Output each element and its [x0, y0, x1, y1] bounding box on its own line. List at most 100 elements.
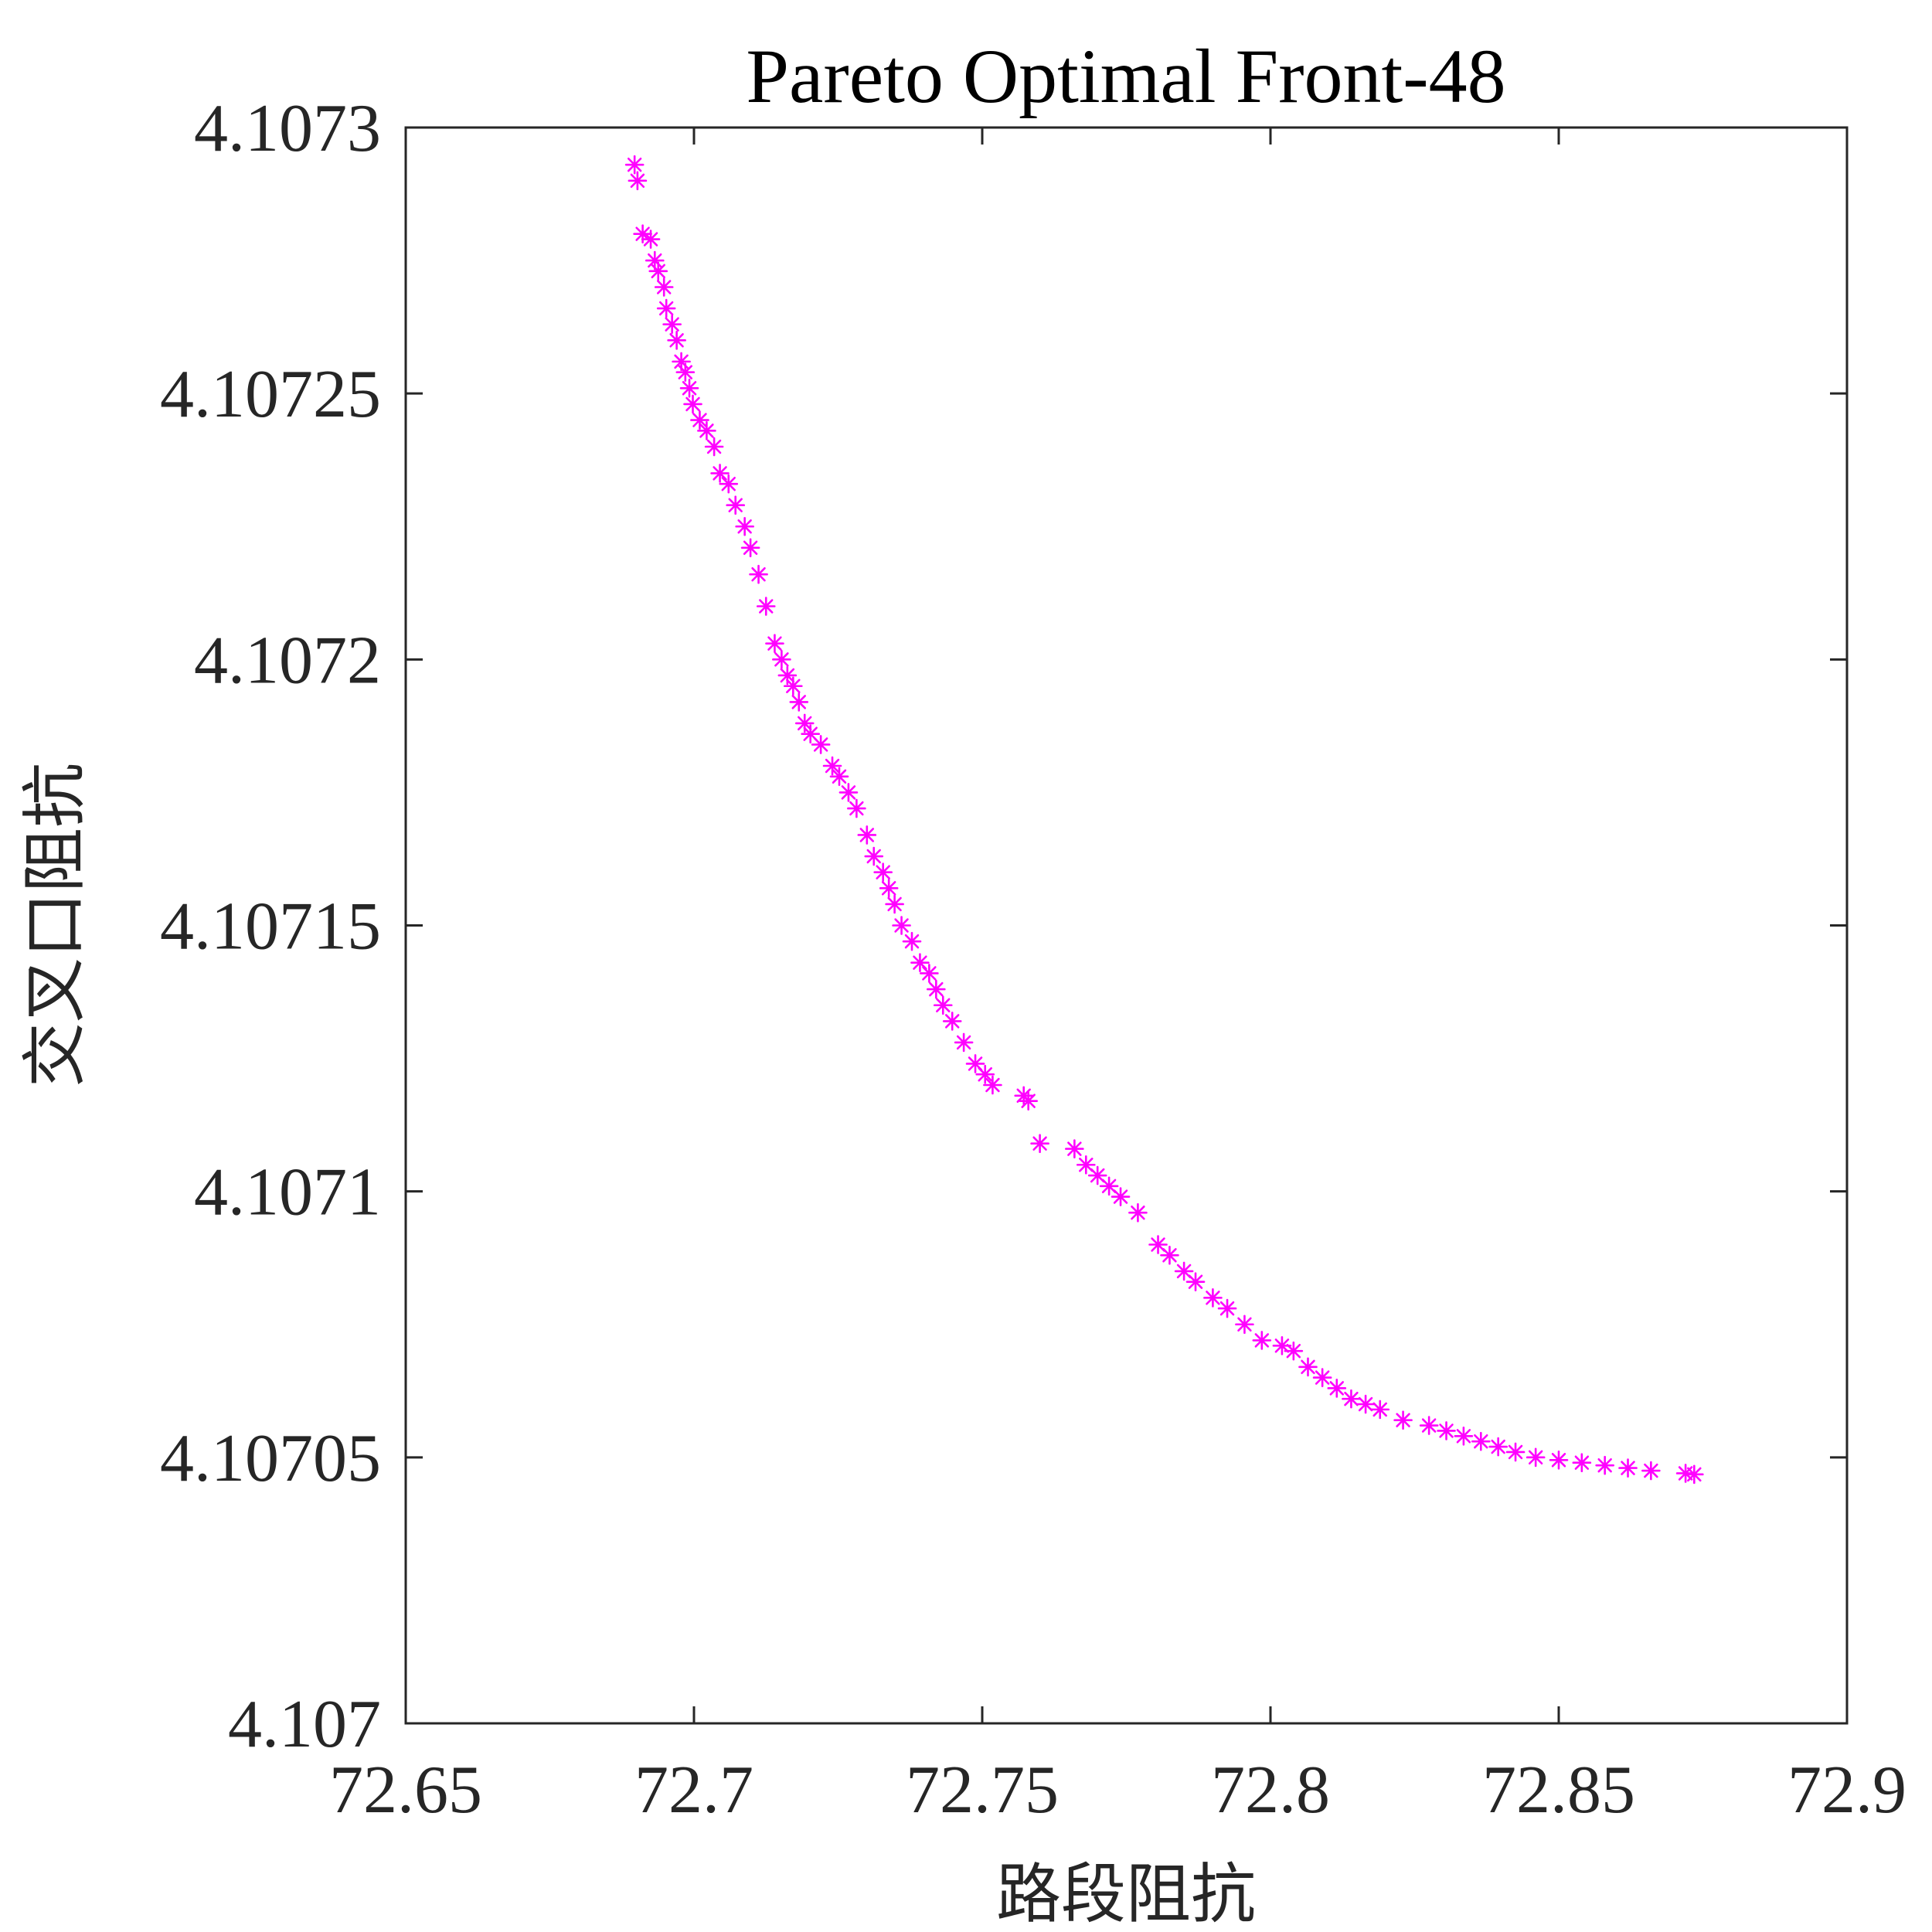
data-point	[933, 995, 953, 1015]
data-point	[942, 1012, 962, 1031]
data-point	[857, 825, 877, 845]
data-point	[1437, 1421, 1456, 1440]
x-tick-label: 72.65	[329, 1753, 482, 1828]
data-point	[662, 315, 682, 334]
data-point	[1030, 1134, 1049, 1154]
data-point	[1298, 1357, 1318, 1377]
data-point	[1419, 1416, 1439, 1435]
data-point	[873, 862, 893, 882]
data-point	[811, 735, 831, 754]
data-point	[1217, 1298, 1237, 1318]
data-point	[829, 767, 849, 787]
data-point	[633, 224, 652, 243]
x-tick-label: 72.75	[906, 1753, 1059, 1828]
data-point	[704, 437, 724, 457]
data-point	[765, 634, 784, 653]
data-point	[1203, 1288, 1223, 1308]
data-point	[740, 538, 760, 558]
x-axis-title: 路段阻抗	[996, 1856, 1256, 1932]
data-point	[1393, 1410, 1413, 1430]
data-point	[1549, 1450, 1569, 1470]
data-point	[1526, 1447, 1546, 1468]
data-point	[838, 783, 859, 802]
data-point	[697, 421, 716, 440]
data-point	[675, 362, 696, 382]
y-tick-label: 4.1071	[194, 1155, 381, 1230]
data-point	[1272, 1335, 1292, 1355]
data-point	[927, 979, 946, 999]
data-point	[1342, 1389, 1361, 1409]
data-point	[1252, 1331, 1272, 1350]
x-tick-label: 72.9	[1787, 1753, 1906, 1828]
y-tick-label: 4.1073	[194, 91, 381, 166]
data-point	[1160, 1245, 1179, 1265]
data-point	[847, 798, 866, 818]
axis-ticks	[404, 126, 1849, 1725]
y-tick-label: 4.107	[228, 1687, 381, 1762]
data-point	[1488, 1437, 1508, 1457]
data-point	[822, 756, 842, 776]
data-point	[1505, 1442, 1526, 1462]
data-point	[726, 495, 746, 515]
data-point	[749, 564, 768, 584]
data-point	[1454, 1427, 1474, 1446]
y-tick-label: 4.10725	[160, 357, 381, 432]
data-point	[1099, 1176, 1119, 1196]
x-tick-label: 72.85	[1482, 1753, 1635, 1828]
data-point	[679, 378, 699, 398]
data-point	[772, 650, 791, 669]
data-point	[954, 1032, 974, 1053]
data-point	[719, 474, 739, 494]
data-point	[1595, 1455, 1614, 1475]
data-point	[1370, 1400, 1390, 1420]
data-point	[1087, 1165, 1107, 1185]
data-point	[1284, 1341, 1304, 1361]
axis-tick-labels: 72.65 72.7 72.75 72.8 72.85 72.9 4.107 4.10705 4…	[160, 91, 1906, 1828]
data-point	[1148, 1235, 1168, 1254]
data-point	[784, 676, 803, 696]
data-point	[879, 879, 899, 898]
data-point	[690, 410, 709, 430]
data-point	[1111, 1187, 1131, 1206]
data-point	[892, 916, 911, 935]
data-point	[654, 277, 674, 297]
x-tick-label: 72.8	[1211, 1753, 1330, 1828]
data-point	[864, 846, 884, 866]
data-point	[1675, 1464, 1696, 1483]
data-point	[683, 394, 702, 414]
data-point	[885, 894, 904, 914]
data-point	[756, 597, 776, 616]
data-point	[975, 1064, 995, 1084]
data-point	[1065, 1139, 1084, 1158]
x-tick-label: 72.7	[634, 1753, 753, 1828]
data-point	[983, 1075, 1002, 1095]
data-markers	[624, 155, 1704, 1485]
data-point	[735, 516, 754, 536]
y-axis-title: 交叉口阻抗	[17, 763, 93, 1087]
data-point	[1128, 1202, 1148, 1223]
plot-area-frame	[404, 126, 1849, 1725]
data-point	[1076, 1155, 1096, 1175]
data-point	[902, 931, 922, 951]
data-point	[1327, 1379, 1347, 1398]
data-point	[1471, 1431, 1491, 1451]
data-point	[789, 692, 809, 712]
data-point	[667, 331, 686, 350]
data-point	[1019, 1091, 1038, 1111]
y-tick-label: 4.10705	[160, 1421, 381, 1496]
y-tick-label: 4.1072	[194, 623, 381, 698]
data-point	[628, 171, 648, 191]
data-point	[624, 155, 645, 175]
data-point	[641, 230, 661, 249]
data-point	[648, 261, 668, 281]
data-point	[710, 464, 730, 483]
data-point	[920, 964, 939, 983]
chart-title: Pareto Optimal Front-48	[746, 33, 1505, 119]
data-point	[1185, 1272, 1206, 1291]
data-point	[1174, 1261, 1194, 1281]
data-point	[1572, 1453, 1592, 1473]
data-point	[656, 298, 676, 318]
data-point	[1312, 1368, 1332, 1387]
data-point	[1235, 1315, 1254, 1335]
